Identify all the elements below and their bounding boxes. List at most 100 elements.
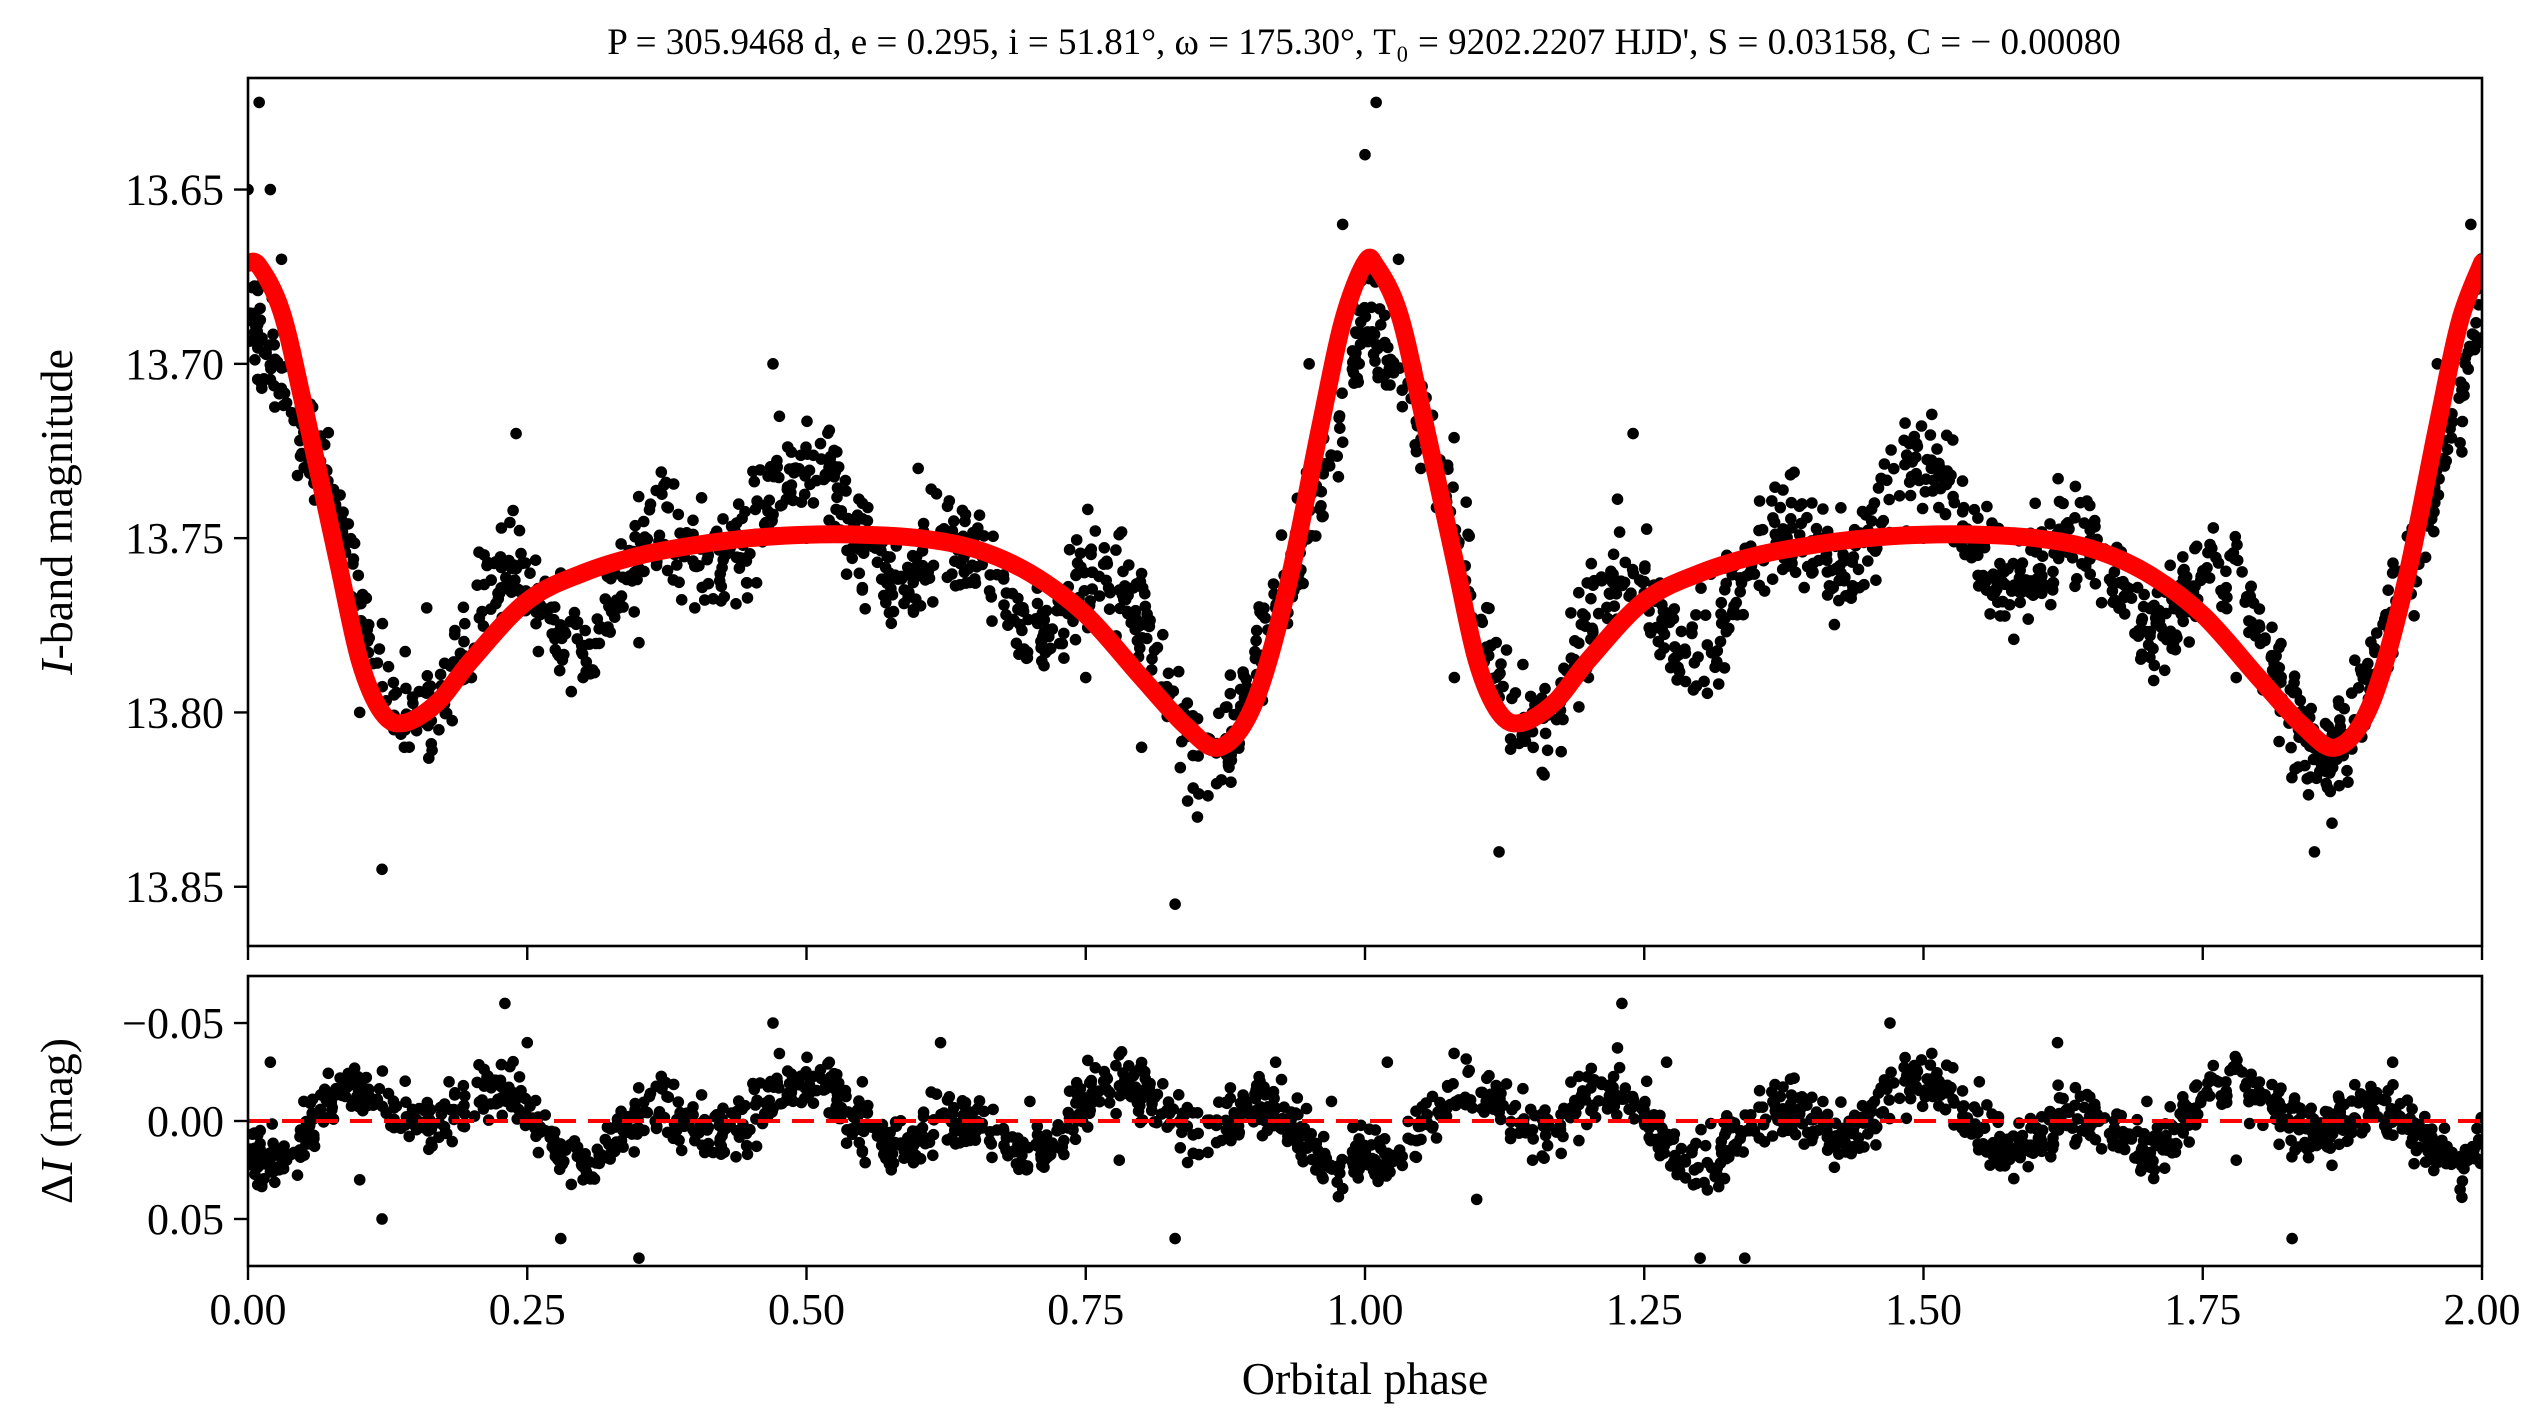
data-point [503, 557, 515, 569]
data-point [1193, 788, 1205, 800]
data-point [382, 660, 395, 673]
residual-point [862, 1099, 874, 1112]
data-point [1104, 586, 1116, 599]
data-point [667, 478, 680, 490]
residual-point [1893, 1092, 1906, 1105]
data-point [2462, 363, 2474, 375]
residual-point [689, 1134, 701, 1147]
data-point [807, 497, 820, 509]
residual-point [1129, 1083, 1141, 1095]
data-point [2029, 546, 2042, 558]
residual-point [1541, 1139, 1554, 1152]
data-point [1079, 671, 1092, 684]
residual-point [1858, 1141, 1870, 1153]
data-point [2333, 779, 2345, 792]
residual-point [1393, 1144, 1406, 1156]
residual-point [1611, 1109, 1623, 1121]
data-point [1650, 621, 1663, 634]
residual-point [1756, 1101, 1769, 1113]
data-point [1671, 674, 1683, 686]
data-point [1116, 589, 1129, 601]
residual-point [675, 1144, 688, 1157]
residuals-panel: 0.00 0.25 0.50 0.75 1.00 1.25 1.50 1.75 2.00 −0.… [31, 974, 2521, 1404]
residual-point [2428, 1164, 2440, 1177]
data-point [801, 415, 813, 428]
residual-point [1881, 1083, 1893, 1095]
residual-point [249, 1168, 261, 1181]
residual-point [773, 1047, 786, 1060]
data-point [1078, 585, 1091, 597]
residual-point [468, 1110, 481, 1122]
data-point [1862, 555, 1874, 567]
residual-point [1295, 1142, 1307, 1154]
residual-point [347, 1078, 359, 1091]
residual-point [1817, 1095, 1829, 1108]
residual-point [2207, 1059, 2220, 1072]
data-point [717, 513, 729, 525]
data-point [1333, 412, 1345, 424]
data-point [253, 96, 265, 109]
residual-point [1821, 1108, 1834, 1121]
residual-point [565, 1178, 578, 1191]
residual-point [767, 1017, 779, 1029]
residual-point [1519, 1127, 1532, 1139]
data-point [898, 584, 910, 596]
residual-point [1555, 1108, 1567, 1121]
data-point [1714, 635, 1727, 648]
data-point [773, 410, 786, 423]
residual-point [2332, 1090, 2345, 1102]
residual-point [1093, 1095, 1106, 1108]
data-point [1042, 644, 1054, 656]
residual-point [1113, 1049, 1125, 1061]
x-tick-label: 1.50 [1885, 1285, 1962, 1334]
data-point [2074, 496, 2087, 509]
residual-point [2029, 1122, 2042, 1135]
residual-point [1793, 1092, 1806, 1104]
data-point [1601, 601, 1613, 614]
data-point [1639, 563, 1651, 575]
residual-point [641, 1106, 654, 1119]
residual-point [1743, 1124, 1756, 1136]
data-point [1596, 575, 1608, 587]
data-point [2254, 637, 2267, 650]
residual-point [1325, 1095, 1338, 1108]
data-point [1169, 898, 1181, 910]
data-point [1241, 681, 1253, 693]
residual-point [1434, 1096, 1446, 1109]
data-point [2016, 557, 2029, 569]
residual-point [2118, 1143, 2131, 1156]
residual-point [788, 1077, 800, 1090]
residual-point [588, 1173, 601, 1185]
residual-point [934, 1036, 947, 1049]
data-point [549, 633, 561, 645]
data-point [1396, 384, 1408, 397]
residual-point [2349, 1078, 2361, 1091]
data-point [1711, 655, 1723, 668]
residual-point [2273, 1086, 2285, 1098]
residual-point [1000, 1132, 1013, 1144]
residual-point [1671, 1168, 1683, 1181]
residual-point [986, 1151, 998, 1164]
data-point [832, 461, 845, 473]
data-point [656, 488, 668, 501]
residual-point [1291, 1092, 1304, 1104]
data-point [1623, 590, 1635, 602]
residual-point [1192, 1127, 1204, 1140]
residual-point [1581, 1071, 1593, 1083]
observed-magnitude-points [248, 96, 2482, 910]
residual-point [1052, 1119, 1064, 1131]
data-point [2113, 576, 2126, 589]
data-point [1224, 669, 1237, 681]
data-point [1592, 607, 1605, 620]
residual-point [435, 1108, 448, 1121]
data-point [1579, 620, 1592, 632]
data-point [1601, 612, 1614, 625]
data-point [1539, 727, 1552, 740]
data-point [2147, 674, 2160, 687]
residual-point [264, 1056, 277, 1069]
residual-point [2216, 1098, 2228, 1110]
data-point [568, 606, 581, 619]
data-point [878, 589, 890, 602]
data-point [2438, 460, 2451, 472]
